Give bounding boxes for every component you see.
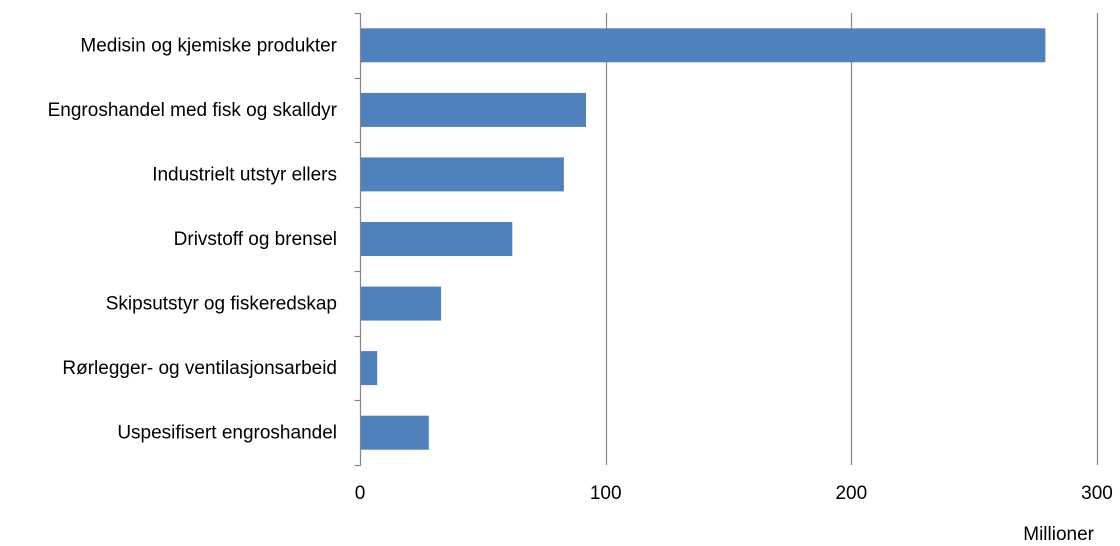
category-label-3: Drivstoff og brensel	[174, 229, 337, 250]
bar-2	[361, 157, 564, 192]
bars	[361, 28, 1046, 450]
axes	[354, 12, 362, 467]
category-label-0: Medisin og kjemiske produkter	[80, 35, 337, 56]
category-label-1: Engroshandel med fisk og skalldyr	[48, 100, 338, 121]
gridlines	[605, 13, 1099, 465]
bar-4	[361, 286, 442, 321]
bar-5	[361, 351, 378, 386]
x-axis-unit-label: Millioner	[1023, 524, 1094, 545]
x-tick-label-300: 300	[1081, 483, 1113, 504]
category-label-2: Industrielt utstyr ellers	[152, 164, 337, 185]
category-label-6: Uspesifisert engroshandel	[117, 423, 337, 444]
labels: Medisin og kjemiske produkter Engroshande…	[48, 35, 1113, 504]
bar-1	[361, 92, 586, 127]
x-tick-label-0: 0	[355, 483, 366, 504]
category-label-5: Rørlegger- og ventilasjonsarbeid	[62, 358, 337, 379]
bar-6	[361, 415, 429, 450]
x-tick-label-200: 200	[835, 483, 867, 504]
bar-0	[361, 28, 1046, 63]
x-tick-label-100: 100	[590, 483, 622, 504]
category-label-4: Skipsutstyr og fiskeredskap	[106, 294, 337, 315]
bar-3	[361, 222, 513, 256]
